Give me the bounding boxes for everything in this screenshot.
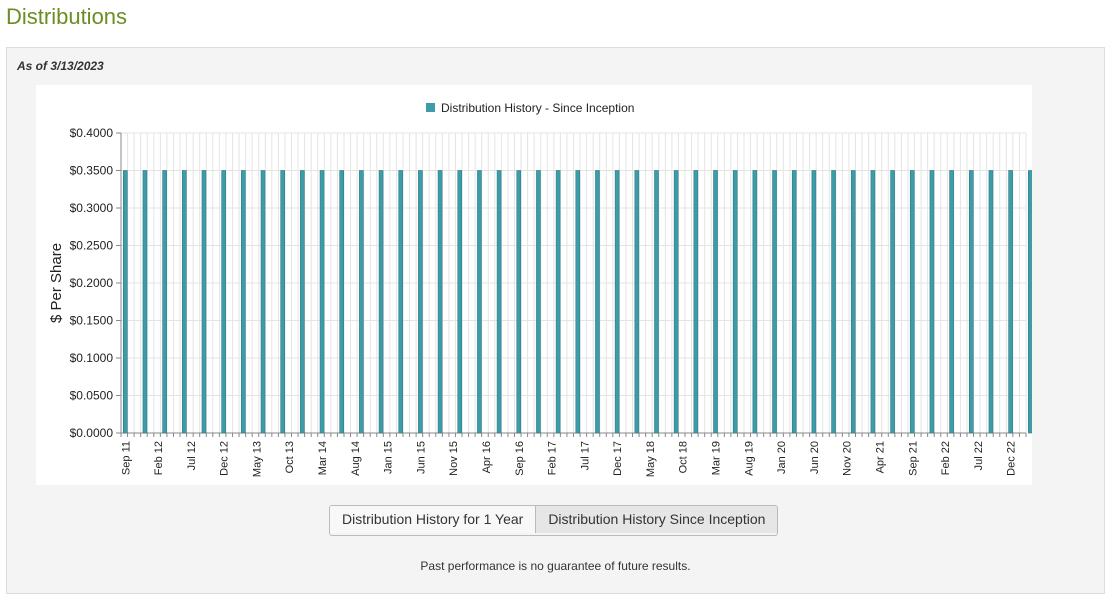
bar-jun-21 [890,170,895,434]
y-tick-label: $0.0500 [70,389,114,403]
bar-sep-11 [123,170,128,434]
bar-sep-18 [673,170,679,434]
y-tick-label: $0.1500 [70,314,114,328]
x-tick-label: Apr 16 [481,441,493,473]
x-tick-label: May 13 [251,441,263,477]
distributions-panel: As of 3/13/2023 Distribution History - S… [6,47,1105,594]
bar-mar-17 [555,170,561,434]
bar-jun-16 [496,170,502,434]
bar-jun-15 [418,170,423,434]
x-tick-label: Nov 15 [448,441,460,476]
x-tick-label: Dec 17 [612,441,624,476]
x-tick-label: Jul 22 [973,441,985,470]
bar-sep-21 [909,170,915,434]
bar-jun-13 [260,170,266,434]
bar-dec-19 [772,170,777,434]
bar-sep-15 [437,170,443,434]
as-of-date: As of 3/13/2023 [17,59,104,73]
bar-dec-16 [536,170,541,434]
bar-dec-11 [142,170,148,434]
bar-mar-13 [241,170,246,434]
bar-mar-20 [791,170,797,434]
bar-dec-12 [221,170,226,434]
bar-dec-20 [850,170,856,434]
tab-1-year[interactable]: Distribution History for 1 Year [330,506,536,533]
x-tick-label: Nov 20 [842,441,854,476]
bar-sep-20 [831,170,836,434]
bar-sep-17 [595,170,600,434]
legend-swatch [426,103,435,112]
bar-mar-22 [949,170,954,434]
bar-dec-14 [378,170,384,434]
bar-dec-22 [1008,170,1013,434]
chart-svg: Distribution History - Since Inception $0… [48,101,1032,477]
history-tab-group: Distribution History for 1 Year Distribu… [329,505,779,536]
distribution-chart: Distribution History - Since Inception $0… [36,85,1032,485]
y-tick-label: $0.3500 [70,164,114,178]
bar-sep-19 [752,170,758,434]
x-tick-label: Aug 19 [743,441,755,476]
bar-sep-16 [516,170,522,434]
bar-mar-19 [713,170,718,434]
bar-mar-12 [162,170,167,434]
x-tick-label: Dec 22 [1006,441,1018,476]
bar-sep-14 [359,170,364,434]
bar-jun-20 [811,170,817,434]
x-tick-label: Jun 20 [809,441,821,474]
x-tick-label: Feb 22 [940,441,952,475]
bar-jun-17 [575,170,581,434]
bar-mar-15 [398,170,404,434]
bar-mar-21 [870,170,876,434]
page-title: Distributions [6,4,128,29]
x-tick-label: Apr 21 [874,441,886,473]
bar-dec-13 [300,170,305,434]
y-axis-title: $ Per Share [48,243,65,323]
bar-dec-18 [693,170,699,434]
disclaimer-text: Past performance is no guarantee of futu… [420,559,691,573]
x-tick-label: Feb 12 [153,441,165,475]
bar-sep-12 [201,170,207,434]
x-tick-label: Jul 17 [579,441,591,470]
bar-sep-22 [988,170,994,434]
x-tick-label: Aug 14 [350,441,362,476]
x-tick-label: Feb 17 [547,441,559,475]
bar-dec-17 [614,170,620,434]
y-tick-label: $0.4000 [70,126,114,140]
bar-mar-23 [1027,170,1032,434]
bar-mar-18 [634,170,640,434]
bar-jun-22 [968,170,974,434]
bar-mar-14 [319,170,325,434]
x-tick-label: Jan 20 [776,441,788,474]
x-tick-label: Oct 18 [678,441,690,473]
bar-jun-12 [182,170,187,434]
bar-sep-13 [280,170,285,434]
bar-mar-16 [477,170,482,434]
x-tick-label: Jul 12 [186,441,198,470]
y-tick-label: $0.1000 [70,351,114,365]
y-tick-label: $0.2000 [70,276,114,290]
x-tick-label: May 18 [645,441,657,477]
tab-since-inception[interactable]: Distribution History Since Inception [535,506,778,533]
bar-jun-19 [732,170,738,434]
x-tick-label: Oct 13 [284,441,296,473]
y-tick-label: $0.0000 [70,426,114,440]
bar-dec-21 [929,170,935,434]
x-tick-label: Sep 16 [514,441,526,476]
x-tick-label: Mar 19 [711,441,723,475]
x-tick-label: Sep 11 [120,441,132,475]
y-tick-label: $0.3000 [70,201,114,215]
legend-label: Distribution History - Since Inception [441,101,634,115]
x-tick-label: Dec 12 [219,441,231,476]
bar-jun-14 [339,170,345,434]
x-tick-label: Mar 14 [317,441,329,475]
y-tick-label: $0.2500 [70,239,114,253]
bar-dec-15 [457,170,463,434]
x-tick-label: Sep 21 [907,441,919,476]
x-tick-label: Jun 15 [415,441,427,474]
x-tick-label: Jan 15 [383,441,395,474]
bar-jun-18 [654,170,659,434]
